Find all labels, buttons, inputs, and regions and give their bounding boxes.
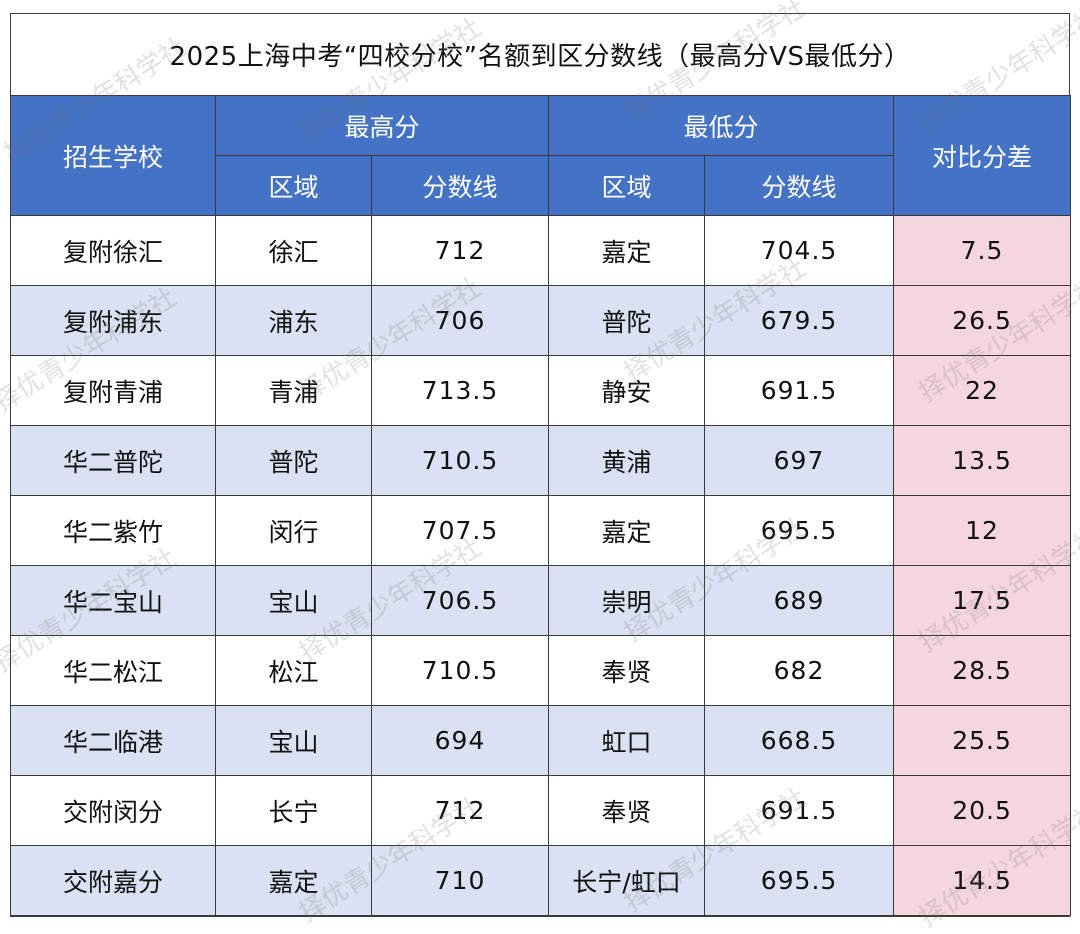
header-school: 招生学校: [10, 95, 216, 216]
diff-cell: 20.5: [893, 775, 1072, 846]
max-score-cell: 706: [370, 285, 550, 356]
min-score-cell: 668.5: [704, 705, 895, 776]
school-cell: 华二宝山: [10, 565, 216, 636]
table-row: 交附嘉分 嘉定 710 长宁/虹口 695.5 14.5: [10, 845, 1072, 916]
table-row: 华二临港 宝山 694 虹口 668.5 25.5: [10, 705, 1072, 776]
max-region-cell: 松江: [215, 635, 372, 706]
diff-cell: 7.5: [893, 215, 1072, 286]
page-title: 2025上海中考“四校分校”名额到区分数线（最高分VS最低分）: [169, 41, 911, 72]
max-score-cell: 710.5: [370, 635, 550, 706]
min-region-cell: 奉贤: [548, 775, 706, 846]
max-region-cell: 宝山: [215, 705, 372, 776]
max-region-cell: 青浦: [215, 355, 372, 426]
table-row: 复附浦东 浦东 706 普陀 679.5 26.5: [10, 285, 1072, 356]
min-region-cell: 虹口: [548, 705, 706, 776]
school-cell: 复附徐汇: [10, 215, 216, 286]
max-score-cell: 713.5: [370, 355, 550, 426]
max-score-cell: 710.5: [370, 425, 550, 496]
diff-cell: 25.5: [893, 705, 1072, 776]
header-diff: 对比分差: [893, 95, 1072, 216]
school-cell: 华二临港: [10, 705, 216, 776]
school-cell: 华二松江: [10, 635, 216, 706]
max-score-cell: 707.5: [370, 495, 550, 566]
score-table: 招生学校 最高分 最低分 对比分差 区域 分数线 区域 分数线 复附徐汇 徐汇 71…: [10, 95, 1072, 916]
min-region-cell: 静安: [548, 355, 706, 426]
header-max-group: 最高分: [214, 95, 550, 156]
max-region-cell: 普陀: [215, 425, 372, 496]
school-cell: 华二普陀: [10, 425, 216, 496]
diff-cell: 28.5: [893, 635, 1072, 706]
max-region-cell: 长宁: [215, 775, 372, 846]
max-score-cell: 710: [370, 845, 550, 916]
diff-cell: 13.5: [893, 425, 1072, 496]
max-region-cell: 闵行: [215, 495, 372, 566]
diff-cell: 14.5: [893, 845, 1072, 916]
max-region-cell: 嘉定: [215, 845, 372, 916]
max-region-cell: 宝山: [215, 565, 372, 636]
diff-cell: 26.5: [893, 285, 1072, 356]
min-score-cell: 691.5: [704, 355, 895, 426]
table-row: 华二松江 松江 710.5 奉贤 682 28.5: [10, 635, 1072, 706]
diff-cell: 12: [893, 495, 1072, 566]
diff-cell: 22: [893, 355, 1072, 426]
min-score-cell: 697: [704, 425, 895, 496]
header-min-score: 分数线: [704, 155, 895, 216]
header-max-region: 区域: [215, 155, 372, 216]
header-min-group: 最低分: [548, 95, 895, 156]
min-region-cell: 奉贤: [548, 635, 706, 706]
min-region-cell: 普陀: [548, 285, 706, 356]
min-score-cell: 689: [704, 565, 895, 636]
diff-cell: 17.5: [893, 565, 1072, 636]
min-region-cell: 嘉定: [548, 495, 706, 566]
min-score-cell: 682: [704, 635, 895, 706]
min-region-cell: 长宁/虹口: [548, 845, 706, 916]
table-row: 复附徐汇 徐汇 712 嘉定 704.5 7.5: [10, 215, 1072, 286]
max-region-cell: 浦东: [215, 285, 372, 356]
school-cell: 交附闵分: [10, 775, 216, 846]
header-min-region: 区域: [548, 155, 706, 216]
min-score-cell: 704.5: [704, 215, 895, 286]
school-cell: 复附青浦: [10, 355, 216, 426]
header-max-score: 分数线: [370, 155, 550, 216]
max-region-cell: 徐汇: [215, 215, 372, 286]
max-score-cell: 694: [370, 705, 550, 776]
max-score-cell: 712: [370, 775, 550, 846]
min-region-cell: 黄浦: [548, 425, 706, 496]
min-score-cell: 695.5: [704, 845, 895, 916]
min-region-cell: 崇明: [548, 565, 706, 636]
table-row: 华二紫竹 闵行 707.5 嘉定 695.5 12: [10, 495, 1072, 566]
min-score-cell: 691.5: [704, 775, 895, 846]
max-score-cell: 712: [370, 215, 550, 286]
table-row: 交附闵分 长宁 712 奉贤 691.5 20.5: [10, 775, 1072, 846]
table-row: 华二宝山 宝山 706.5 崇明 689 17.5: [10, 565, 1072, 636]
school-cell: 华二紫竹: [10, 495, 216, 566]
school-cell: 复附浦东: [10, 285, 216, 356]
max-score-cell: 706.5: [370, 565, 550, 636]
min-region-cell: 嘉定: [548, 215, 706, 286]
table-row: 华二普陀 普陀 710.5 黄浦 697 13.5: [10, 425, 1072, 496]
min-score-cell: 679.5: [704, 285, 895, 356]
school-cell: 交附嘉分: [10, 845, 216, 916]
min-score-cell: 695.5: [704, 495, 895, 566]
table-row: 复附青浦 青浦 713.5 静安 691.5 22: [10, 355, 1072, 426]
